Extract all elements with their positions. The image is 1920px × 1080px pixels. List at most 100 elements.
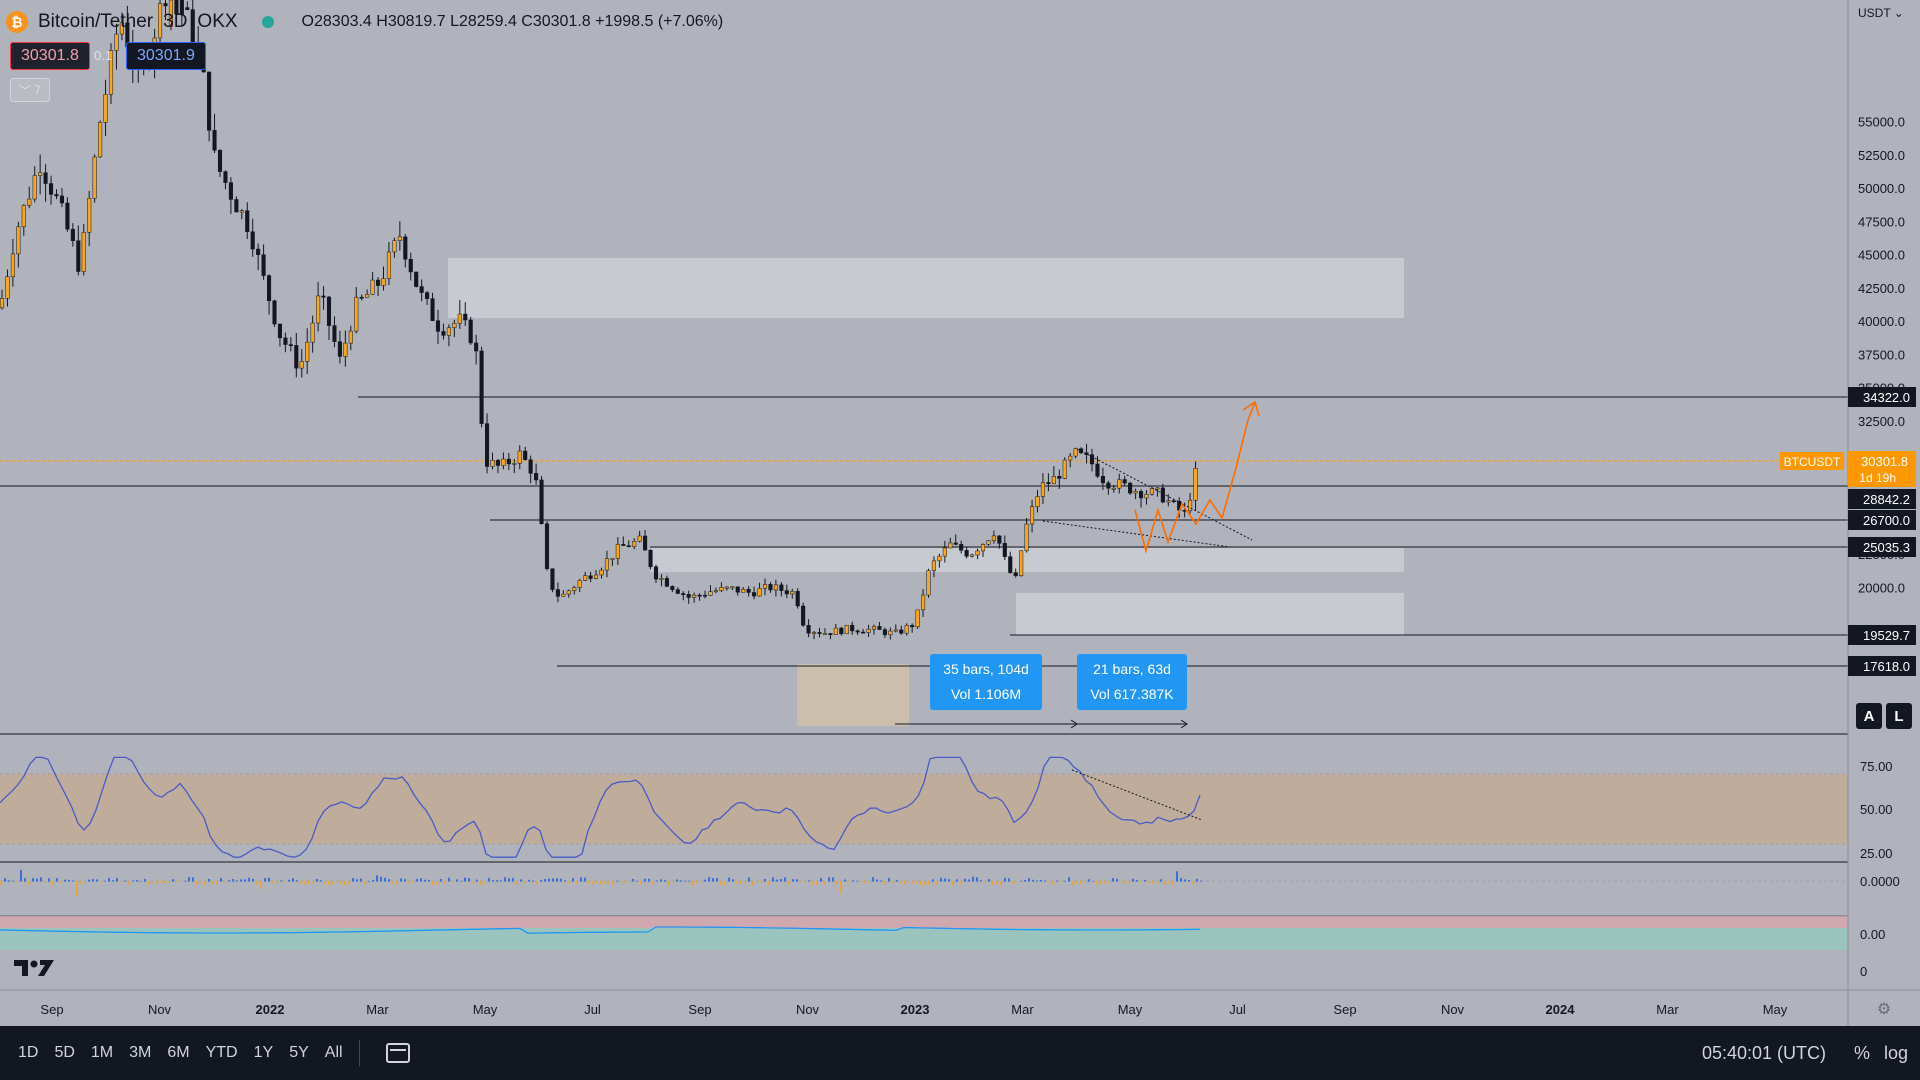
timeframe-3m[interactable]: 3M: [129, 1044, 152, 1061]
candle-body: [937, 555, 942, 562]
gear-icon[interactable]: ⚙: [1877, 1001, 1891, 1018]
timeframe-5y[interactable]: 5Y: [289, 1044, 309, 1061]
interval-label[interactable]: 3D: [163, 11, 188, 32]
osc-bar: [1016, 881, 1018, 883]
timeframe-1d[interactable]: 1D: [18, 1044, 39, 1061]
osc-bar: [1168, 881, 1170, 883]
calendar-icon[interactable]: [385, 1043, 410, 1063]
osc-bar: [1176, 871, 1178, 882]
current-price-label: 30301.8: [1861, 454, 1908, 469]
candle-body: [610, 558, 615, 560]
osc-bar: [76, 881, 78, 897]
timeframe-1y[interactable]: 1Y: [253, 1044, 274, 1061]
candle-body: [332, 325, 337, 342]
candle-body: [1149, 488, 1155, 495]
candle-body: [801, 605, 806, 626]
osc-bar: [52, 881, 54, 886]
osc-bar: [968, 879, 970, 882]
osc-bar: [704, 879, 706, 882]
candle-body: [59, 195, 65, 204]
price-tick-label: 40000.0: [1858, 314, 1905, 329]
spread-value: 0.1: [94, 48, 113, 63]
candlestick-series[interactable]: [0, 0, 1198, 640]
osc-bar: [592, 881, 594, 885]
osc-bar: [232, 879, 234, 882]
level-label: 25035.3: [1863, 540, 1910, 555]
osc-bar: [948, 879, 950, 882]
osc-bar: [184, 880, 186, 882]
osc-bar: [1076, 881, 1078, 884]
log-button[interactable]: log: [1883, 1042, 1908, 1063]
timeframe-all[interactable]: All: [324, 1044, 343, 1061]
time-axis[interactable]: Sep Nov 2022 Mar May Jul Sep Nov 2023 Mar May Jul Se…: [40, 1001, 1891, 1018]
candle-body: [54, 194, 59, 197]
osc-bar: [212, 881, 214, 885]
candle-body: [87, 197, 92, 233]
current-price-box: [1848, 451, 1916, 487]
osc-bar: [476, 879, 478, 882]
timeframe-1m[interactable]: 1M: [90, 1044, 114, 1061]
osc-bar: [48, 878, 50, 882]
wedge-lower-trendline[interactable]: [1042, 520, 1231, 548]
candle-body: [168, 0, 173, 27]
osc-bar: [516, 881, 518, 885]
timeframe-5d[interactable]: 5D: [54, 1044, 75, 1061]
candle-body: [752, 592, 757, 597]
osc-bar: [164, 881, 166, 884]
candle-body: [305, 341, 310, 362]
indicators-collapse-button[interactable]: ﹀ 7: [10, 78, 50, 102]
osc-bar: [924, 881, 926, 885]
candle-body: [348, 330, 353, 344]
measure-box-1[interactable]: 35 bars, 104d Vol 1.106M: [930, 654, 1042, 710]
buy-button[interactable]: 30301.9: [126, 42, 206, 70]
time-tick-label: May: [473, 1002, 498, 1017]
symbol-header[interactable]: ₿ Bitcoin/Tether 3D OKX O28303.4 H30819.…: [6, 8, 723, 36]
timeframe-6m[interactable]: 6M: [167, 1044, 190, 1061]
osc-bar: [220, 878, 222, 882]
candle-body: [1106, 482, 1111, 489]
utc-clock[interactable]: 05:40:01 (UTC): [1701, 1042, 1826, 1063]
osc-bar: [832, 877, 834, 882]
log-scale-button[interactable]: L: [1886, 703, 1912, 729]
candle-body: [1095, 463, 1100, 477]
osc-bar: [412, 881, 414, 883]
osc-bar: [396, 881, 398, 885]
candle-body: [1100, 476, 1105, 484]
osc2-line[interactable]: [0, 926, 1201, 934]
oscillator-histogram[interactable]: [0, 869, 1202, 897]
osc-bar: [668, 881, 670, 886]
osc-bar: [608, 881, 610, 883]
timeframe-ytd[interactable]: YTD: [205, 1044, 238, 1061]
time-tick-label: May: [1763, 1002, 1788, 1017]
candle-body: [991, 535, 996, 541]
osc-bar: [612, 881, 614, 886]
percent-scale-button[interactable]: %: [1853, 1042, 1870, 1063]
candle-body: [174, 0, 179, 15]
currency-selector[interactable]: USDT ⌄: [1858, 6, 1904, 20]
osc-bar: [900, 881, 902, 884]
measure-box-2[interactable]: 21 bars, 63d Vol 617.387K: [1077, 654, 1187, 710]
auto-scale-button[interactable]: A: [1856, 703, 1882, 729]
osc-bar: [456, 879, 458, 882]
osc-bar: [660, 879, 662, 882]
sell-button[interactable]: 30301.8: [10, 42, 90, 70]
rsi-line[interactable]: [0, 756, 1201, 858]
osc-bar: [960, 881, 962, 885]
osc-bar: [916, 881, 918, 884]
osc-bar: [956, 879, 958, 882]
projection-path[interactable]: [1134, 401, 1256, 554]
osc-bar: [196, 881, 198, 885]
candle-body: [27, 198, 32, 206]
symbol-name[interactable]: Bitcoin/Tether: [38, 11, 154, 32]
rsi-trendline[interactable]: [1071, 769, 1203, 821]
candle-body: [1155, 487, 1160, 490]
candle-body: [474, 342, 479, 352]
candle-body: [250, 231, 255, 250]
wedge-upper-trendline[interactable]: [1076, 448, 1253, 541]
osc-bar: [512, 877, 514, 882]
osc-bar: [136, 880, 138, 882]
osc-bar: [0, 881, 2, 885]
osc-bar: [204, 881, 206, 886]
osc-bar: [672, 881, 674, 882]
